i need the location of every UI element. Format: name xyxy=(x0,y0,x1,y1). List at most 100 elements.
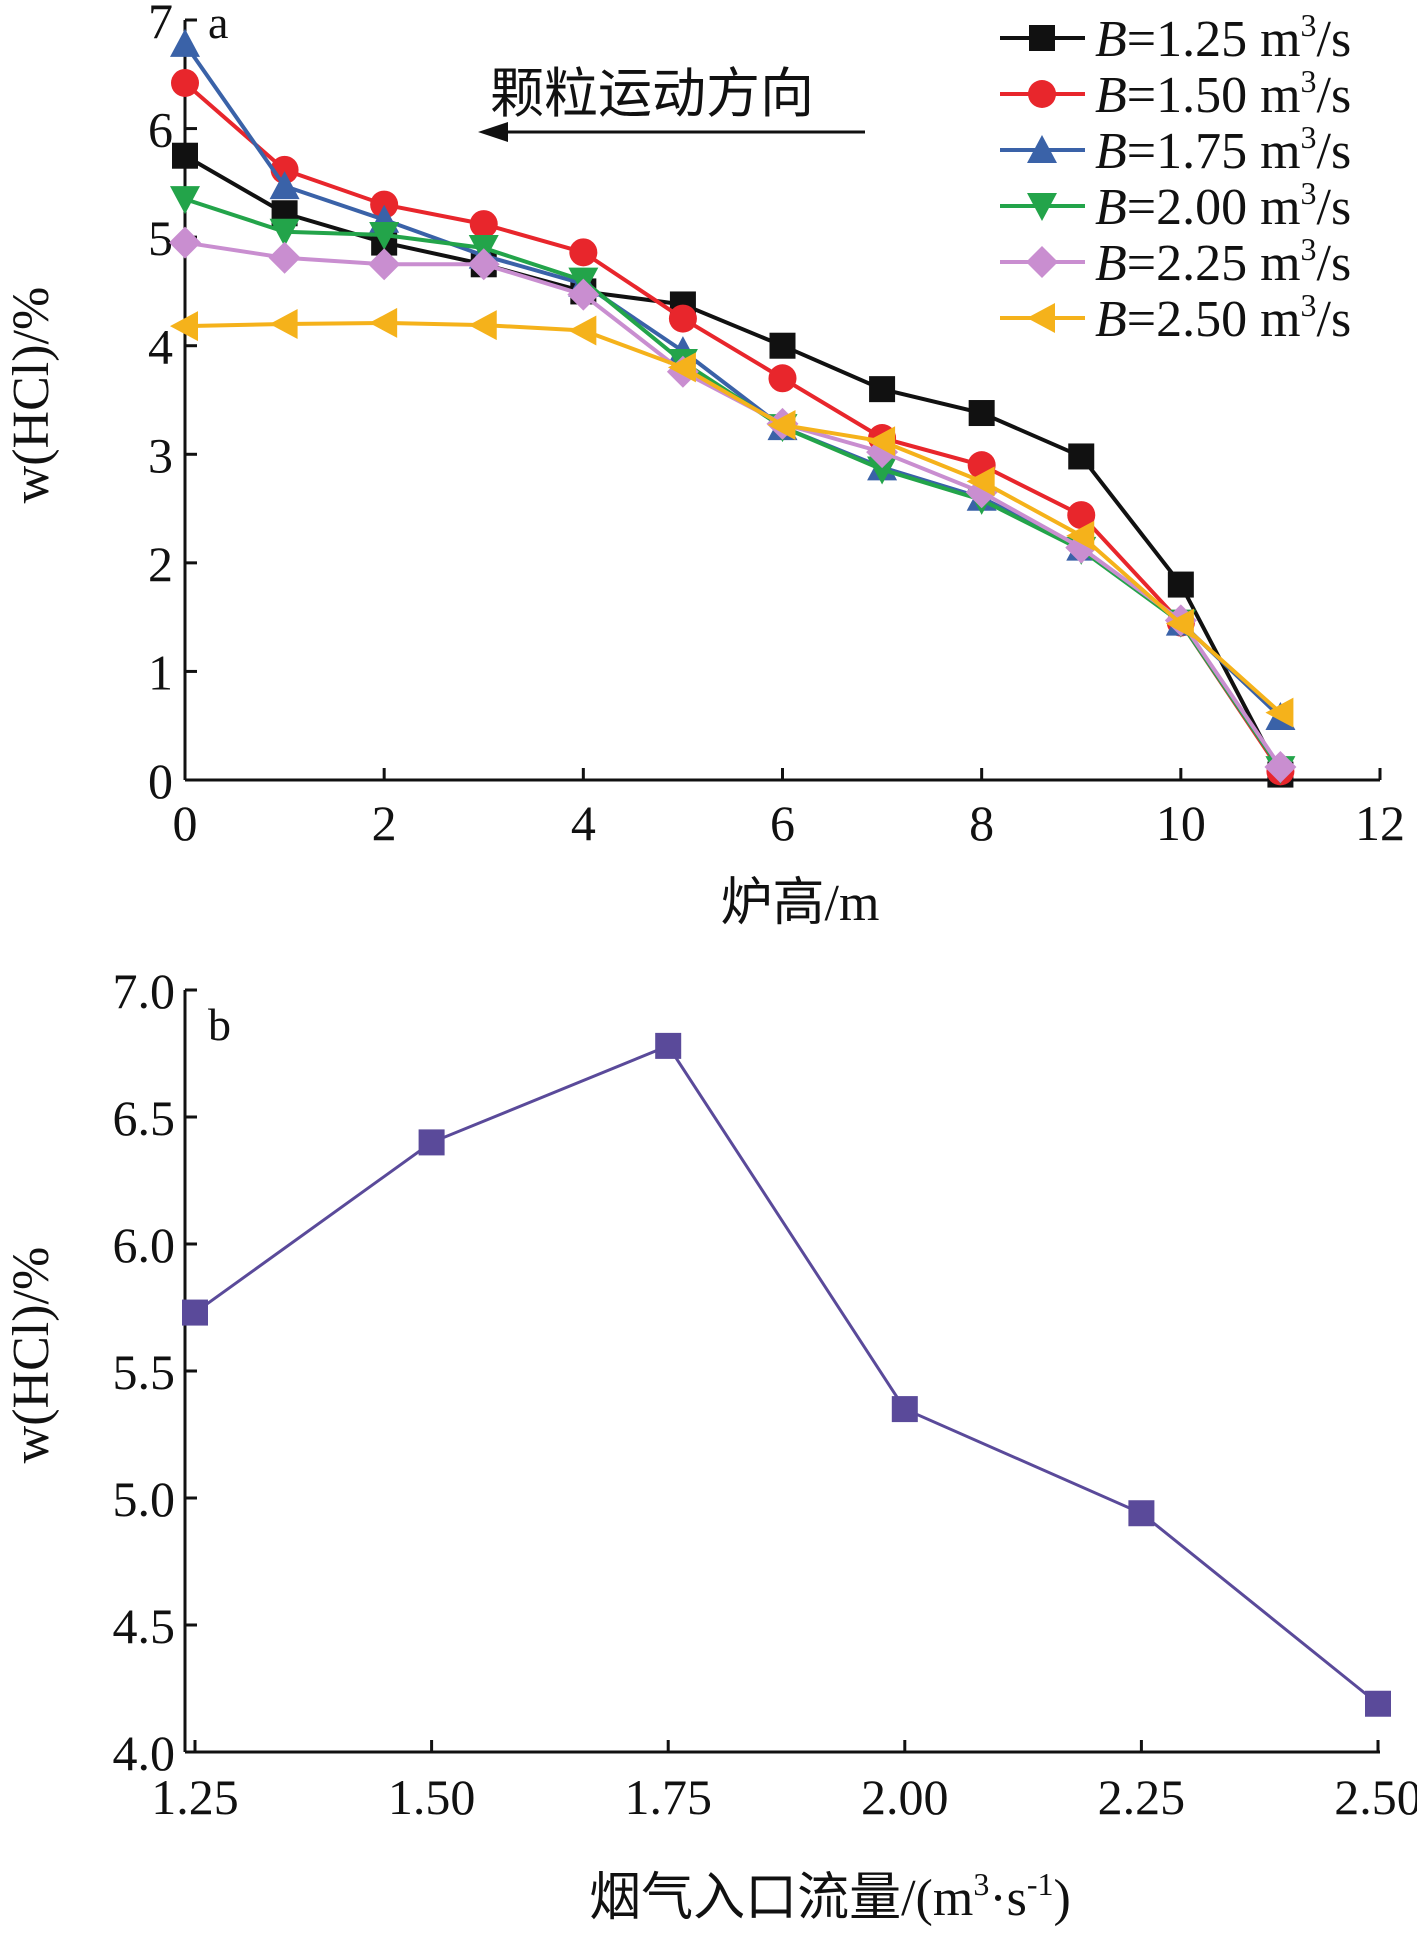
panel-a-series-2-point xyxy=(1067,501,1096,530)
panel-a-x-tick-label: 2 xyxy=(372,795,397,851)
panel-b-point xyxy=(891,1396,918,1423)
panel-b-x-tick-label: 2.25 xyxy=(1098,1769,1186,1825)
panel-a-legend: B=1.25 m3/sB=1.50 m3/sB=1.75 m3/sB=2.00 … xyxy=(1000,7,1351,348)
panel-a-annotation: 颗粒运动方向 xyxy=(478,64,865,142)
panel-a-series xyxy=(169,28,1297,788)
panel-a-series-4-point xyxy=(170,186,200,215)
panel-a-series-1-point xyxy=(1167,571,1194,598)
panel-a-series-1-point xyxy=(769,332,796,359)
panel-a-y-tick-label: 2 xyxy=(148,536,173,592)
panel-b-series-line xyxy=(194,1044,1379,1705)
legend-label-1: B=1.25 m3/s xyxy=(1095,7,1351,68)
panel-a-letter: a xyxy=(208,0,228,48)
panel-a-x-tick-label: 6 xyxy=(770,795,795,851)
panel-a-series-4-point xyxy=(867,456,898,485)
panel-a-x-tick-label: 4 xyxy=(571,795,596,851)
panel-a-series-6-point xyxy=(1265,697,1294,728)
panel-a-series-line-1 xyxy=(183,153,1283,776)
panel-a-series-6-point xyxy=(568,315,597,346)
legend-label-5: B=2.25 m3/s xyxy=(1095,231,1351,292)
panel-b-point xyxy=(655,1032,682,1059)
panel-b-x-tick-label: 1.75 xyxy=(624,1769,712,1825)
panel-a-y-tick-label: 4 xyxy=(148,319,173,375)
panel-a-series-6-point xyxy=(269,309,298,339)
panel-a-series-1-point xyxy=(869,376,896,403)
panel-a-series-2-point xyxy=(171,68,199,97)
panel-a-series-6-point xyxy=(468,310,497,341)
panel-a-series-4-point xyxy=(269,218,300,247)
panel-b-series xyxy=(182,1032,1391,1717)
panel-b-tick-labels: 1.25 1.50 1.75 2.00 2.25 2.50 4.0 4.5 5.0 5.5 6.0 6… xyxy=(113,963,1417,1825)
panel-a-series-5-point xyxy=(268,241,301,274)
panel-b-x-tick-label: 1.25 xyxy=(151,1769,239,1825)
panel-a-series-2-point xyxy=(370,190,399,219)
legend-marker-2 xyxy=(1028,80,1056,108)
panel-a-series-6-point xyxy=(767,409,796,440)
panel-a-x-tick-label: 0 xyxy=(173,795,198,851)
panel-b-chart: b 1.25 1.50 1.75 2.00 2.25 2.50 4.0 4.5 5.0 5.5 6.… xyxy=(3,963,1417,1927)
panel-b-y-tick-label: 6.5 xyxy=(113,1090,176,1146)
panel-b-axes xyxy=(183,988,1380,1754)
panel-a-series-1-point xyxy=(1068,443,1095,470)
panel-b-y-tick-label: 4.0 xyxy=(113,1725,176,1781)
panel-b-y-tick-label: 6.0 xyxy=(113,1217,176,1273)
panel-a-series-6-point xyxy=(170,311,198,342)
panel-a-y-tick-label: 3 xyxy=(148,427,173,483)
panel-a-x-tick-label: 12 xyxy=(1355,795,1405,851)
panel-b-x-tick-label: 1.50 xyxy=(388,1769,476,1825)
legend-marker-3 xyxy=(1027,135,1057,163)
panel-b-point xyxy=(1128,1500,1155,1527)
panel-a-series-2-point xyxy=(469,210,498,239)
legend-marker-6 xyxy=(1027,303,1055,333)
panel-a-series-1-point xyxy=(968,400,995,427)
panel-a-series-5-point xyxy=(1264,750,1297,783)
panel-b-x-axis-label: 烟气入口流量/(m3·s-1) xyxy=(589,1866,1071,1927)
panel-a-x-tick-label: 8 xyxy=(969,795,994,851)
panel-a-series-5-point xyxy=(169,226,201,259)
panel-a-series-5-point xyxy=(567,278,600,311)
panel-a-y-tick-label: 1 xyxy=(148,644,173,700)
panel-a-series-6-point xyxy=(1165,608,1194,639)
panel-a-series-line-6 xyxy=(184,320,1282,715)
legend-marker-4 xyxy=(1027,193,1057,221)
panel-b-y-tick-label: 4.5 xyxy=(113,1598,176,1654)
panel-a-series-2-point xyxy=(668,304,697,333)
panel-a-y-axis-label: w(HCl)/% xyxy=(3,287,60,504)
legend-label-3: B=1.75 m3/s xyxy=(1095,119,1351,180)
particle-direction-arrow-head xyxy=(478,122,508,142)
panel-b-y-axis-label: w(HCl)/% xyxy=(3,1247,60,1464)
legend-label-2: B=1.50 m3/s xyxy=(1095,63,1351,124)
panel-b-x-tick-label: 2.00 xyxy=(861,1769,949,1825)
panel-a-series-1-point xyxy=(172,142,198,169)
legend-marker-1 xyxy=(1029,25,1055,51)
panel-a-series-3-point xyxy=(269,171,300,200)
panel-a-series-4-point xyxy=(369,221,400,250)
panel-b-y-tick-label: 5.5 xyxy=(113,1344,176,1400)
panel-a-series-5-point xyxy=(368,248,401,281)
panel-b-y-tick-label: 7.0 xyxy=(113,963,176,1019)
panel-b-letter: b xyxy=(208,999,231,1050)
panel-a-x-tick-label: 10 xyxy=(1156,795,1206,851)
panel-a-series-5-point xyxy=(467,248,500,281)
panel-a-series-6-point xyxy=(966,466,995,497)
panel-b-x-tick-label: 2.50 xyxy=(1334,1769,1417,1825)
panel-b-point xyxy=(418,1129,445,1156)
panel-a-series-6-point xyxy=(1066,520,1095,551)
panel-a-y-tick-label: 6 xyxy=(148,102,173,158)
panel-b-point xyxy=(182,1299,208,1326)
panel-a-series-2-point xyxy=(569,238,598,267)
panel-b-point xyxy=(1365,1690,1391,1717)
panel-a-series-2-point xyxy=(768,364,797,393)
particle-direction-label: 颗粒运动方向 xyxy=(490,64,814,124)
panel-a-series-6-point xyxy=(667,352,696,383)
panel-a-y-tick-label: 5 xyxy=(148,210,173,266)
panel-b-y-tick-label: 5.0 xyxy=(113,1471,176,1527)
legend-label-4: B=2.00 m3/s xyxy=(1095,175,1351,236)
panel-a-series-line-2 xyxy=(183,81,1283,773)
panel-a-series-6-point xyxy=(867,426,896,457)
panel-a-y-tick-label: 0 xyxy=(148,753,173,809)
legend-label-6: B=2.50 m3/s xyxy=(1095,287,1351,348)
